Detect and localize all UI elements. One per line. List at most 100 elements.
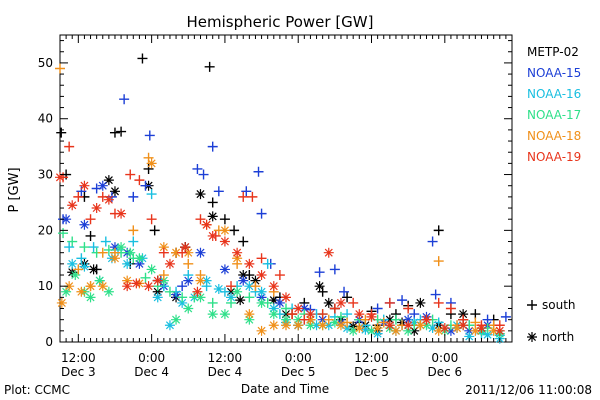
south-point-mark [244, 292, 255, 303]
south-point-mark [73, 191, 84, 202]
north-point-mark [103, 194, 114, 205]
south-point-mark [256, 208, 267, 219]
south-point-mark [403, 303, 414, 314]
data-marks [55, 53, 511, 344]
north-point-mark [384, 320, 395, 331]
north-point-mark [244, 281, 255, 292]
north-point-mark [219, 236, 230, 247]
south-point-mark [143, 152, 154, 163]
south-point-mark [158, 270, 169, 281]
north-point-mark [171, 314, 182, 325]
north-point-mark [79, 261, 90, 272]
south-point-mark [195, 270, 206, 281]
north-point-mark [195, 189, 206, 200]
south-point-mark [207, 297, 218, 308]
series-noaa-18 [55, 63, 499, 336]
north-point-mark [183, 247, 194, 258]
south-point-mark [409, 309, 420, 320]
north-point-mark [299, 303, 310, 314]
south-point-mark [415, 320, 426, 331]
north-point-mark [56, 297, 67, 308]
south-point-mark [210, 230, 221, 241]
south-point-mark [91, 264, 102, 275]
south-point-mark [146, 214, 157, 225]
north-point-mark [201, 275, 212, 286]
north-point-mark [180, 242, 191, 253]
y-tick-label: 50 [38, 56, 53, 70]
south-point-mark [287, 309, 298, 320]
south-point-mark [433, 297, 444, 308]
north-point-mark [164, 320, 175, 331]
legend-item: METP-02 [527, 45, 579, 59]
south-point-mark [372, 303, 383, 314]
north-point-mark [207, 309, 218, 320]
legend-item: NOAA-16 [527, 87, 581, 101]
south-point-mark [421, 314, 432, 325]
north-point-mark [134, 253, 145, 264]
north-point-mark [226, 292, 237, 303]
south-point-mark [164, 286, 175, 297]
south-point-mark [109, 127, 120, 138]
south-point-mark [430, 289, 441, 300]
north-point-mark [268, 320, 279, 331]
south-point-mark [390, 314, 401, 325]
north-point-mark [152, 286, 163, 297]
north-point-mark [293, 314, 304, 325]
south-point-mark [64, 242, 75, 253]
north-point-mark [232, 247, 243, 258]
north-point-mark [421, 320, 432, 331]
north-point-mark [268, 281, 279, 292]
south-point-mark [128, 191, 139, 202]
south-point-mark [109, 208, 120, 219]
south-point-mark [445, 303, 456, 314]
north-point-mark [219, 264, 230, 275]
x-tick-date: Dec 6 [427, 365, 462, 379]
legend-item: NOAA-15 [527, 66, 581, 80]
south-point-mark [238, 191, 249, 202]
y-axis-label: P [GW] [7, 167, 22, 212]
x-tick-date: Dec 5 [281, 365, 316, 379]
north-point-mark [116, 208, 127, 219]
south-point-mark [128, 253, 139, 264]
south-point-mark [527, 300, 537, 310]
y-axis-ticks: 0 10 20 30 40 50 [38, 40, 512, 349]
south-point-mark [97, 191, 108, 202]
north-point-mark [274, 297, 285, 308]
north-point-mark [131, 278, 142, 289]
north-point-mark [464, 331, 475, 342]
north-point-mark [103, 175, 114, 186]
north-point-mark [311, 320, 322, 331]
south-point-mark [100, 236, 111, 247]
south-point-mark [348, 297, 359, 308]
south-point-mark [500, 311, 511, 322]
north-point-mark [195, 247, 206, 258]
north-point-mark [403, 320, 414, 331]
south-point-mark [253, 166, 264, 177]
series-metp-02 [56, 53, 499, 336]
south-point-mark [314, 267, 325, 278]
south-point-mark [88, 242, 99, 253]
north-point-mark [256, 286, 267, 297]
north-point-mark [342, 323, 353, 334]
south-point-mark [433, 225, 444, 236]
north-point-mark [256, 297, 267, 308]
north-point-mark [409, 325, 420, 336]
south-point-mark [146, 189, 157, 200]
north-point-mark [125, 247, 136, 258]
north-point-mark [183, 303, 194, 314]
north-point-mark [244, 258, 255, 269]
y-tick-label: 40 [38, 112, 53, 126]
north-point-mark [213, 283, 224, 294]
south-point-mark [397, 295, 408, 306]
north-point-mark [348, 325, 359, 336]
south-point-mark [342, 317, 353, 328]
south-point-mark [79, 242, 90, 253]
south-point-mark [238, 236, 249, 247]
south-point-mark [177, 281, 188, 292]
north-point-mark [372, 323, 383, 334]
south-point-mark [56, 127, 67, 138]
x-tick-time: 0:00 [285, 351, 312, 365]
south-point-mark [250, 281, 261, 292]
north-point-mark [85, 292, 96, 303]
